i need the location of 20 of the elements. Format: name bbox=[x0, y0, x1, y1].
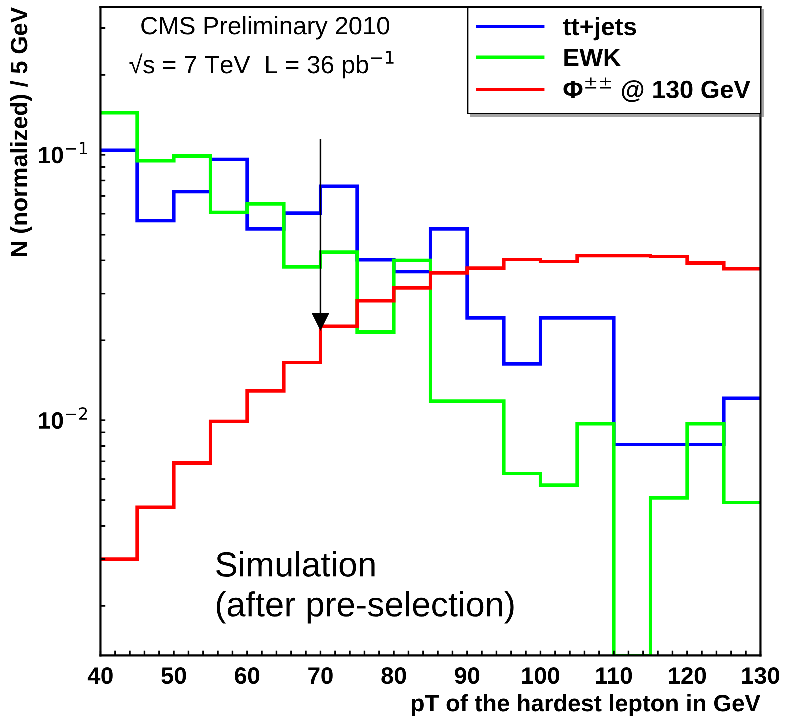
x-tick-label: 50 bbox=[162, 667, 186, 684]
x-axis-title: pT of the hardest lepton in GeV bbox=[412, 694, 761, 716]
annotation: Simulation (after pre-selection) bbox=[216, 552, 514, 624]
x-tick-label: 40 bbox=[88, 667, 113, 684]
y-tick-label: 10$^{−2}$ bbox=[39, 408, 88, 430]
x-tick-label: 100 bbox=[522, 667, 560, 684]
x-tick-label: 110 bbox=[596, 667, 632, 684]
legend-label: EWK bbox=[564, 49, 622, 66]
chart-title: CMS Preliminary 2010 bbox=[142, 16, 390, 40]
legend-label: Φ$^{±±}$ @ 130 GeV bbox=[564, 78, 751, 102]
legend-label: tt+jets bbox=[563, 17, 636, 41]
x-tick-label: 120 bbox=[669, 667, 706, 684]
x-tick-label: 70 bbox=[308, 667, 333, 684]
text: √s = 7 TeV L = 36 pb$^{−1}$ bbox=[130, 51, 394, 79]
x-tick-label: 60 bbox=[235, 667, 260, 684]
y-tick-label: 10$^{−1}$ bbox=[39, 142, 88, 164]
x-tick-label: 80 bbox=[382, 667, 406, 684]
y-axis-title: N (normalized) / 5 GeV bbox=[10, 7, 32, 256]
x-tick-label: 90 bbox=[455, 667, 480, 684]
x-tick-label: 130 bbox=[742, 667, 780, 684]
